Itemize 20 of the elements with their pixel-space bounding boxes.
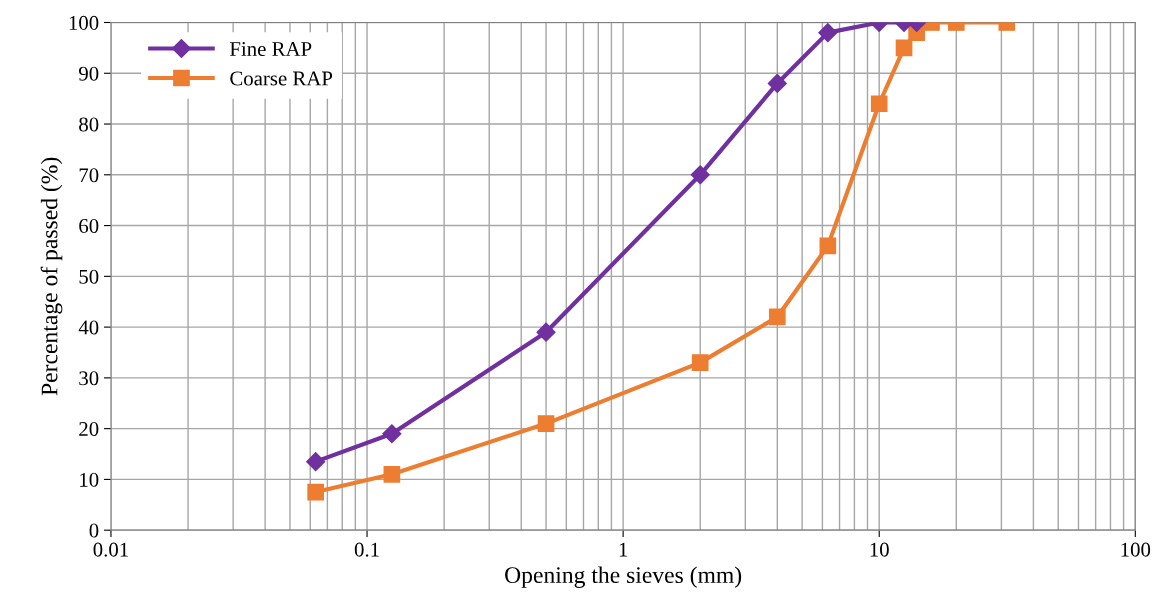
y-axis-title: Percentage of passed (%) [40,157,63,396]
y-tick-label: 60 [79,218,99,233]
y-tick-label: 80 [79,117,99,132]
legend-label: Fine RAP [229,42,312,57]
y-tick-label: 30 [79,371,99,386]
x-tick-label: 1 [619,542,628,557]
y-tick-label: 50 [79,269,99,284]
y-tick-label: 40 [78,320,99,335]
x-tick-label: 0.1 [354,542,379,557]
x-tick-label: 0.01 [93,542,128,557]
x-tick-label: 10 [870,542,889,557]
x-tick-label: 100 [1121,542,1151,557]
y-tick-label: 70 [79,168,99,183]
y-tick-label: 10 [80,472,99,487]
y-tick-label: 0 [89,523,99,538]
y-tick-label: 90 [78,66,99,81]
legend-label: Coarse RAP [230,71,333,86]
y-tick-label: 20 [79,422,99,437]
x-axis-title: Opening the sieves (mm) [505,566,742,588]
y-tick-label: 100 [69,15,99,30]
